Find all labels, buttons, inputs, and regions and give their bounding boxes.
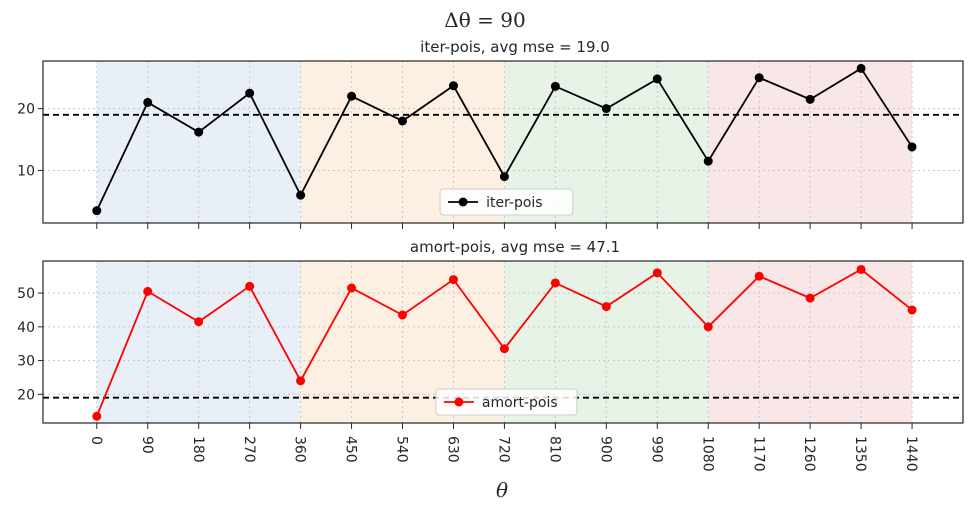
- x-tick-label: 270: [241, 436, 257, 463]
- data-point: [296, 190, 306, 200]
- data-point: [856, 264, 866, 274]
- figure-suptitle: Δθ = 90: [444, 8, 525, 32]
- data-point: [856, 63, 866, 73]
- data-point: [805, 94, 815, 104]
- data-point: [703, 322, 713, 332]
- data-point: [245, 281, 255, 291]
- x-tick-label: 1260: [801, 436, 817, 472]
- x-tick-label: 990: [648, 436, 664, 463]
- panel-amort-pois: 20 30 40 50 0 90 180 270 360 450 540 630 720 810 900 99…: [17, 238, 964, 472]
- x-tick-label: 450: [343, 436, 359, 463]
- data-point: [652, 268, 662, 278]
- data-point: [347, 283, 357, 293]
- data-point: [754, 73, 764, 83]
- legend-box: [439, 188, 574, 216]
- y-tick-label: 20: [17, 102, 35, 118]
- legend-label: amort-pois: [482, 395, 558, 411]
- y-tick-label: 30: [17, 354, 35, 370]
- data-point: [194, 317, 204, 327]
- data-point: [499, 172, 509, 182]
- data-point: [550, 278, 560, 288]
- legend-label: iter-pois: [486, 195, 543, 211]
- x-tick-label: 180: [190, 436, 206, 463]
- x-tick-label: 810: [546, 436, 562, 463]
- data-point: [347, 91, 357, 101]
- data-point: [601, 104, 611, 114]
- y-tick-label: 20: [17, 387, 35, 403]
- x-axis-label: θ: [496, 478, 508, 502]
- data-point: [194, 127, 204, 137]
- data-point: [448, 275, 458, 285]
- x-tick-label: 0: [88, 436, 104, 445]
- x-tick-label: 1080: [699, 436, 715, 472]
- data-point: [499, 344, 509, 354]
- x-tick-label: 1350: [852, 436, 868, 472]
- data-point: [805, 293, 815, 303]
- x-tick-label: 1170: [750, 436, 766, 472]
- data-point: [550, 81, 560, 91]
- x-tick-label: 90: [139, 436, 155, 454]
- legend-box: [435, 388, 578, 416]
- data-point: [907, 305, 917, 315]
- data-point: [143, 286, 153, 296]
- x-tick-label: 540: [394, 436, 410, 463]
- data-point: [601, 302, 611, 312]
- data-point: [245, 88, 255, 98]
- data-point: [652, 74, 662, 84]
- data-point: [398, 116, 408, 126]
- legend-marker: [454, 397, 464, 407]
- y-tick-label: 50: [17, 286, 35, 302]
- axes-frame: [42, 260, 964, 424]
- x-tick-label: 720: [496, 436, 512, 463]
- legend-marker: [458, 197, 468, 207]
- data-point: [448, 81, 458, 91]
- panel-iter-pois: 10 20 iter-pois, avg mse = 19.0 iter-pois: [17, 38, 964, 229]
- data-point: [92, 411, 102, 421]
- x-tick-label: 360: [292, 436, 308, 463]
- x-tick-label: 1440: [903, 436, 919, 472]
- data-point: [92, 206, 102, 216]
- x-tick-label: 630: [445, 436, 461, 463]
- data-point: [143, 97, 153, 107]
- axes-frame: [42, 60, 964, 224]
- x-tick-label: 900: [597, 436, 613, 463]
- data-point: [754, 271, 764, 281]
- data-point: [398, 310, 408, 320]
- panel-title: iter-pois, avg mse = 19.0: [420, 38, 610, 56]
- y-tick-label: 10: [17, 163, 35, 179]
- data-point: [296, 376, 306, 386]
- data-point: [703, 156, 713, 166]
- data-point: [907, 142, 917, 152]
- y-tick-label: 40: [17, 320, 35, 336]
- panel-title: amort-pois, avg mse = 47.1: [410, 238, 620, 256]
